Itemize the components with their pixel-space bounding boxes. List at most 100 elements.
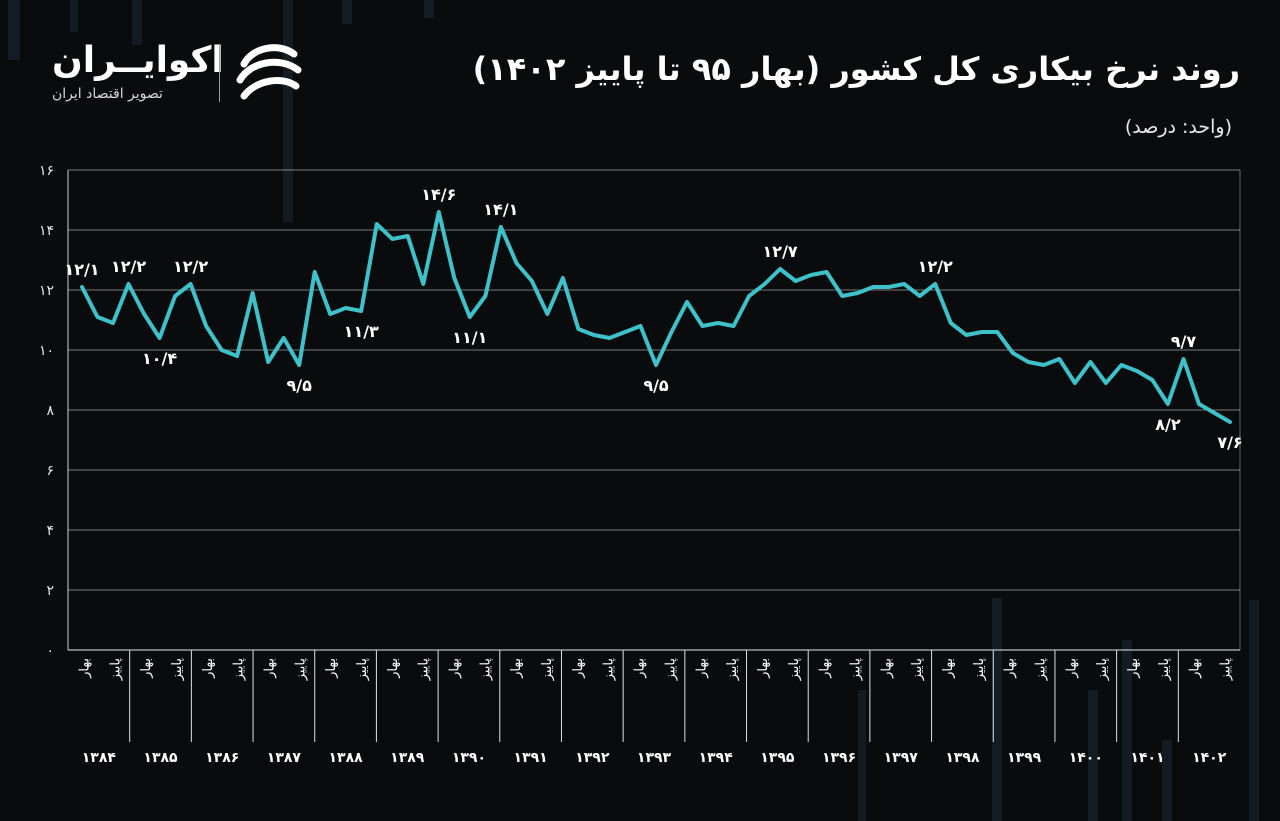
- data-point: [716, 321, 720, 325]
- x-tick-label: بهار: [1003, 658, 1018, 679]
- data-point: [731, 324, 736, 328]
- background-bar: [858, 690, 866, 821]
- data-point: [1197, 402, 1201, 406]
- data-point: [359, 309, 363, 313]
- x-tick-label: پاییز: [663, 658, 678, 682]
- data-point: [762, 282, 767, 286]
- data-point: [1042, 363, 1046, 367]
- data-point: [1011, 351, 1015, 355]
- logo-name: اکوایــران: [52, 40, 224, 81]
- data-point: [468, 315, 472, 319]
- grid: [67, 169, 1241, 651]
- x-tick-label: بهار: [818, 658, 833, 679]
- data-point: [918, 294, 922, 298]
- data-point: [1135, 369, 1139, 373]
- y-tick-label: ۰: [46, 643, 54, 659]
- data-point: [840, 294, 844, 298]
- data-point: [421, 282, 425, 286]
- data-label: ۱۱/۱: [452, 328, 487, 347]
- data-point: [980, 330, 984, 334]
- data-point: [700, 324, 705, 328]
- data-point: [964, 333, 968, 337]
- data-point: [794, 279, 798, 283]
- data-point: [576, 327, 581, 331]
- data-point: [856, 291, 860, 295]
- data-point: [995, 330, 999, 334]
- x-tick-label: پاییز: [910, 658, 925, 682]
- x-tick-label: بهار: [509, 658, 524, 679]
- data-point: [887, 285, 891, 289]
- x-tick-label: بهار: [386, 658, 401, 679]
- data-label: ۷/۶: [1217, 433, 1242, 452]
- data-point: [173, 294, 177, 298]
- x-tick-label: پاییز: [1095, 658, 1110, 682]
- data-label: ۸/۲: [1155, 415, 1181, 434]
- x-tick-label: بهار: [77, 658, 92, 679]
- data-point: [452, 276, 456, 280]
- y-tick-label: ۲: [46, 583, 54, 599]
- data-point: [949, 321, 953, 325]
- y-axis: ۰ ۲ ۴ ۶ ۸ ۱۰ ۱۲ ۱۴ ۱۶: [39, 163, 55, 659]
- x-tick-label: پاییز: [787, 658, 802, 682]
- background-bar: [1122, 640, 1132, 821]
- x-tick-label: پاییز: [725, 658, 740, 682]
- background-bar: [132, 0, 142, 45]
- data-label: ۱۴/۶: [421, 185, 456, 204]
- background-bar: [8, 0, 20, 60]
- x-tick-label: پاییز: [478, 658, 493, 682]
- year-label: ۱۳۹۰: [452, 750, 486, 766]
- data-point: [251, 291, 255, 295]
- x-tick-label: بهار: [201, 658, 216, 679]
- data-point: [1150, 378, 1155, 382]
- data-point: [328, 312, 332, 316]
- data-point: [825, 270, 829, 274]
- y-tick-label: ۸: [46, 403, 54, 419]
- x-tick-label: پاییز: [232, 658, 247, 682]
- year-label: ۱۴۰۰: [1069, 750, 1103, 766]
- x-tick-label: پاییز: [417, 658, 432, 682]
- data-point: [654, 363, 658, 367]
- data-point: [1212, 411, 1217, 415]
- year-label: ۱۳۹۸: [945, 750, 980, 766]
- data-point: [142, 312, 146, 316]
- x-tick-label: بهار: [1188, 658, 1203, 679]
- data-label: ۱۲/۷: [763, 242, 798, 261]
- data-label: ۹/۷: [1171, 332, 1197, 351]
- background-bar: [992, 598, 1002, 821]
- x-tick-label: پاییز: [1219, 658, 1234, 682]
- data-point: [483, 294, 487, 298]
- x-tick-label: پاییز: [602, 658, 617, 682]
- data-point: [871, 285, 875, 289]
- background-bar: [1162, 740, 1172, 821]
- data-point: [1166, 402, 1170, 406]
- data-point: [685, 300, 689, 304]
- x-tick-label: بهار: [448, 658, 463, 679]
- data-point: [437, 210, 441, 214]
- year-label: ۱۳۸۶: [205, 750, 239, 766]
- data-point: [561, 276, 565, 280]
- data-point: [111, 321, 115, 325]
- data-point: [499, 225, 503, 229]
- year-label: ۱۴۰۱: [1130, 750, 1164, 766]
- x-tick-label: بهار: [879, 658, 894, 679]
- data-point: [1181, 357, 1186, 361]
- background-bar: [1088, 690, 1098, 821]
- x-tick-label: بهار: [1064, 658, 1079, 679]
- x-tick-label: بهار: [633, 658, 648, 679]
- year-label: ۱۳۹۴: [699, 750, 734, 766]
- x-tick-label: بهار: [571, 658, 586, 679]
- data-point: [235, 354, 239, 358]
- data-label: ۱۲/۲: [111, 257, 146, 276]
- y-tick-label: ۴: [46, 523, 54, 539]
- data-point: [344, 306, 348, 310]
- data-label: ۱۲/۱: [64, 260, 99, 279]
- year-label: ۱۳۹۶: [822, 750, 856, 766]
- unit-label: (واحد: درصد): [1124, 116, 1232, 138]
- year-label: ۱۴۰۲: [1192, 750, 1227, 766]
- data-label: ۱۲/۲: [918, 257, 953, 276]
- data-point: [669, 330, 674, 334]
- data-point: [623, 330, 627, 334]
- data-point: [514, 261, 518, 265]
- logo-tagline: تصویر اقتصاد ایران: [52, 86, 163, 102]
